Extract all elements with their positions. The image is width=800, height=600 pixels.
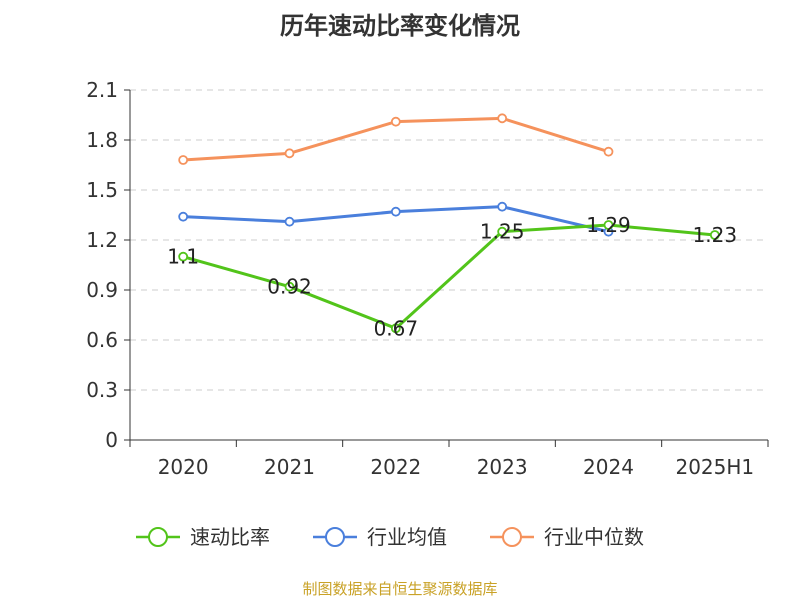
legend-marker [148, 527, 168, 547]
data-label: 1.23 [693, 223, 738, 247]
x-tick-label: 2023 [477, 455, 528, 479]
y-tick-label: 0.6 [86, 328, 118, 352]
data-point [284, 148, 295, 159]
y-tick-label: 0.9 [86, 278, 118, 302]
data-label: 0.67 [374, 316, 419, 340]
data-point [390, 206, 401, 217]
y-tick-label: 0.3 [86, 378, 118, 402]
data-point [390, 323, 401, 334]
x-tick-label: 2025H1 [675, 455, 754, 479]
x-tick-label: 2021 [264, 455, 315, 479]
data-point [497, 113, 508, 124]
data-label: 0.92 [267, 275, 312, 299]
legend-label: 速动比率 [190, 525, 270, 549]
data-point [390, 116, 401, 127]
legend-item[interactable]: 行业均值 [313, 525, 447, 549]
data-point [284, 216, 295, 227]
y-tick-label: 1.2 [86, 228, 118, 252]
data-point [178, 251, 189, 262]
legend-label: 行业中位数 [544, 525, 644, 549]
legend-item[interactable]: 速动比率 [136, 525, 270, 549]
data-point [497, 201, 508, 212]
legend: 速动比率 行业均值 行业中位数 [136, 525, 644, 549]
data-label: 1.1 [167, 245, 199, 269]
y-tick-label: 1.8 [86, 128, 118, 152]
legend-label: 行业均值 [367, 525, 447, 549]
data-point [178, 155, 189, 165]
data-point [709, 230, 720, 240]
data-point [603, 220, 614, 230]
legend-item[interactable]: 行业中位数 [490, 525, 644, 549]
data-point [603, 146, 614, 157]
data-label: 1.29 [586, 213, 631, 237]
x-tick-label: 2022 [370, 455, 421, 479]
data-point [497, 226, 508, 237]
chart-title: 历年速动比率变化情况 [280, 12, 520, 40]
x-tick-label: 2020 [158, 455, 209, 479]
series-line [182, 223, 715, 330]
y-tick-label: 2.1 [86, 78, 118, 102]
legend-marker [325, 527, 345, 547]
x-tick-label: 2024 [583, 455, 634, 479]
y-tick-label: 0 [105, 428, 118, 452]
data-point [284, 281, 295, 292]
legend-marker [502, 527, 522, 547]
source-note: 制图数据来自恒生聚源数据库 [302, 580, 497, 598]
data-label: 1.25 [480, 220, 525, 244]
y-tick-label: 1.5 [86, 178, 118, 202]
data-point [178, 211, 189, 222]
